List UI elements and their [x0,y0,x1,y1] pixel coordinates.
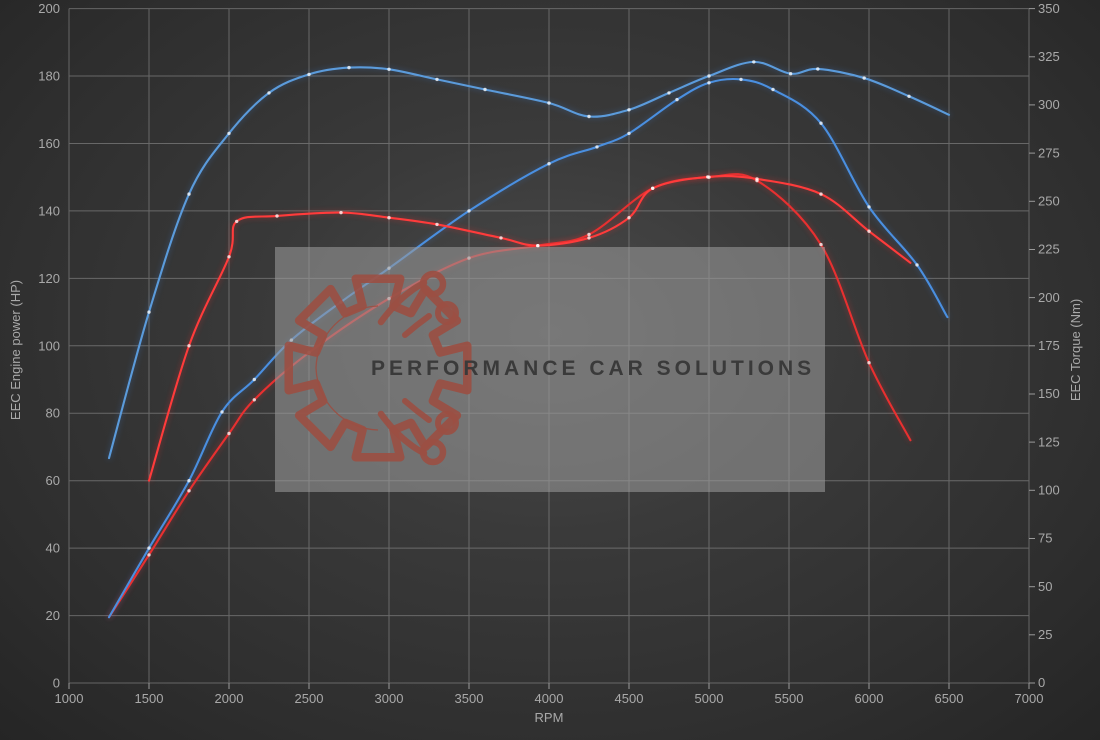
svg-text:80: 80 [46,406,60,421]
svg-text:300: 300 [1038,97,1060,112]
svg-text:6000: 6000 [855,691,884,706]
svg-text:RPM: RPM [535,710,564,725]
svg-text:3000: 3000 [375,691,404,706]
svg-text:20: 20 [46,608,60,623]
svg-text:4500: 4500 [615,691,644,706]
svg-text:180: 180 [38,69,60,84]
svg-text:PERFORMANCE CAR SOLUTIONS: PERFORMANCE CAR SOLUTIONS [371,357,815,380]
svg-text:5000: 5000 [695,691,724,706]
svg-text:250: 250 [1038,194,1060,209]
svg-text:25: 25 [1038,627,1052,642]
svg-text:275: 275 [1038,146,1060,161]
svg-text:120: 120 [38,271,60,286]
svg-text:200: 200 [38,1,60,16]
svg-text:40: 40 [46,541,60,556]
svg-text:0: 0 [53,676,60,691]
svg-text:2000: 2000 [215,691,244,706]
svg-text:100: 100 [1038,483,1060,498]
svg-text:100: 100 [38,338,60,353]
svg-text:140: 140 [38,203,60,218]
svg-text:1500: 1500 [135,691,164,706]
svg-text:0: 0 [1038,675,1045,690]
svg-text:325: 325 [1038,49,1060,64]
svg-text:EEC Engine power (HP): EEC Engine power (HP) [8,280,23,420]
svg-text:350: 350 [1038,1,1060,16]
svg-text:125: 125 [1038,435,1060,450]
svg-text:3500: 3500 [455,691,484,706]
svg-text:1000: 1000 [55,691,84,706]
svg-text:2500: 2500 [295,691,324,706]
svg-text:7000: 7000 [1015,691,1044,706]
svg-text:225: 225 [1038,242,1060,257]
svg-text:EEC Torque (Nm): EEC Torque (Nm) [1068,299,1083,401]
svg-text:6500: 6500 [935,691,964,706]
svg-text:200: 200 [1038,290,1060,305]
svg-text:5500: 5500 [775,691,804,706]
svg-text:50: 50 [1038,579,1052,594]
svg-text:4000: 4000 [535,691,564,706]
svg-text:75: 75 [1038,531,1052,546]
svg-text:150: 150 [1038,386,1060,401]
svg-text:60: 60 [46,473,60,488]
svg-text:160: 160 [38,136,60,151]
svg-text:175: 175 [1038,338,1060,353]
